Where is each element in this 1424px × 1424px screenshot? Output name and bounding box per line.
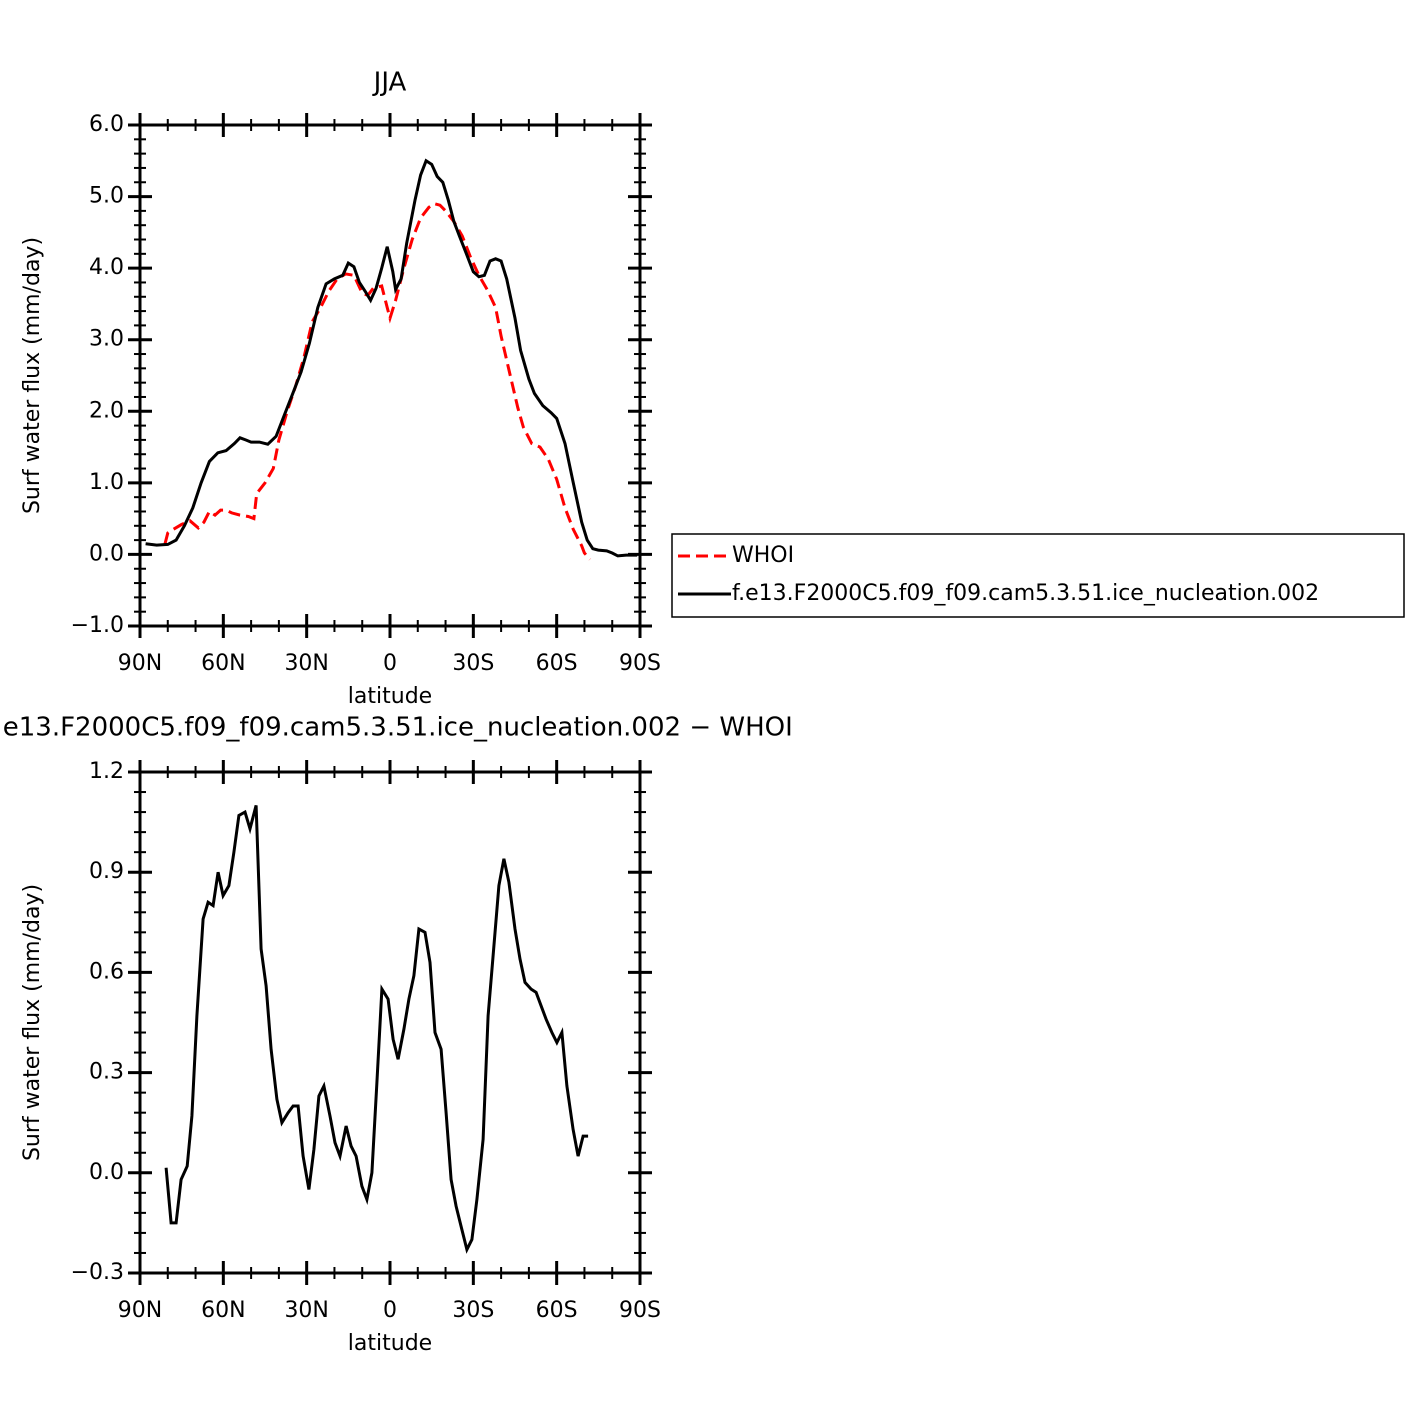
legend-label: WHOI	[732, 543, 794, 568]
y-tick-label: 6.0	[89, 112, 124, 137]
data-line	[145, 158, 638, 558]
x-tick-label: 60N	[201, 651, 245, 676]
x-tick-label: 90S	[619, 1298, 661, 1323]
x-tick-label: 30S	[452, 1298, 494, 1323]
plot-frame	[138, 123, 642, 628]
x-axis-label: latitude	[348, 684, 432, 709]
data-line	[164, 805, 589, 1254]
x-tick-label: 90N	[118, 651, 162, 676]
x-tick-label: 90N	[118, 1298, 162, 1323]
x-tick-label: 0	[383, 1298, 397, 1323]
y-tick-label: −1.0	[71, 613, 124, 638]
y-tick-label: 0.9	[89, 859, 124, 884]
y-tick-label: 4.0	[89, 255, 124, 280]
y-tick-label: 2.0	[89, 398, 124, 423]
legend-label: f.e13.F2000C5.f09_f09.cam5.3.51.ice_nucl…	[732, 581, 1319, 606]
y-tick-label: 3.0	[89, 327, 124, 352]
x-tick-label: 60S	[536, 1298, 578, 1323]
legend-box	[671, 533, 1405, 618]
x-tick-label: 60N	[201, 1298, 245, 1323]
y-tick-label: 1.0	[89, 470, 124, 495]
x-tick-label: 30N	[284, 1298, 328, 1323]
plot-frame	[138, 770, 642, 1275]
x-axis-label: latitude	[348, 1331, 432, 1356]
x-tick-label: 30S	[452, 651, 494, 676]
y-tick-label: 5.0	[89, 184, 124, 209]
data-line	[163, 202, 592, 561]
y-tick-label: 0.0	[89, 541, 124, 566]
y-axis-label: Surf water flux (mm/day)	[20, 884, 45, 1161]
y-tick-label: −0.3	[71, 1260, 124, 1285]
x-tick-label: 30N	[284, 651, 328, 676]
chart-title: JJA	[372, 68, 407, 98]
y-tick-label: 0.3	[89, 1060, 124, 1085]
y-tick-label: 0.6	[89, 959, 124, 984]
y-axis-label: Surf water flux (mm/day)	[20, 237, 45, 514]
x-tick-label: 60S	[536, 651, 578, 676]
x-tick-label: 90S	[619, 651, 661, 676]
x-tick-label: 0	[383, 651, 397, 676]
y-tick-label: 1.2	[89, 759, 124, 784]
chart-title: f.e13.F2000C5.f09_f09.cam5.3.51.ice_nucl…	[0, 713, 793, 743]
y-tick-label: 0.0	[89, 1160, 124, 1185]
